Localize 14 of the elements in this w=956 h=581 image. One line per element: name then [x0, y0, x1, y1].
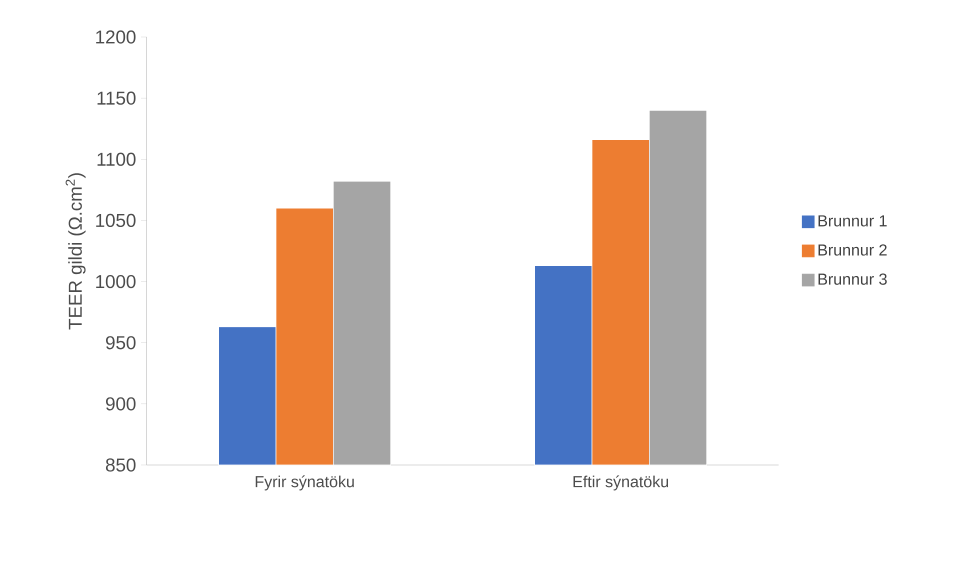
y-tick-label: 1100: [98, 152, 136, 166]
legend-label: Brunnur 3: [818, 274, 887, 285]
x-tick-label: Eftir sýnatöku: [574, 475, 668, 490]
legend-label: Brunnur 2: [818, 244, 887, 256]
y-tick-label: 950: [106, 336, 136, 350]
y-tick-label: 1200: [96, 30, 136, 44]
y-tick-label: 1000: [96, 274, 136, 288]
y-tick-label: 1050: [96, 214, 136, 228]
y-tick-label: 1150: [98, 92, 136, 105]
legend-label: Brunnur 1: [818, 215, 887, 226]
y-tick-label: 900: [106, 397, 136, 410]
y-tick-label: 850: [106, 458, 136, 472]
y-axis-title: TEER gildi (Ω.cm$^{2}$): [66, 173, 86, 330]
x-tick-label: Fyrir sýnatöku: [256, 475, 354, 490]
